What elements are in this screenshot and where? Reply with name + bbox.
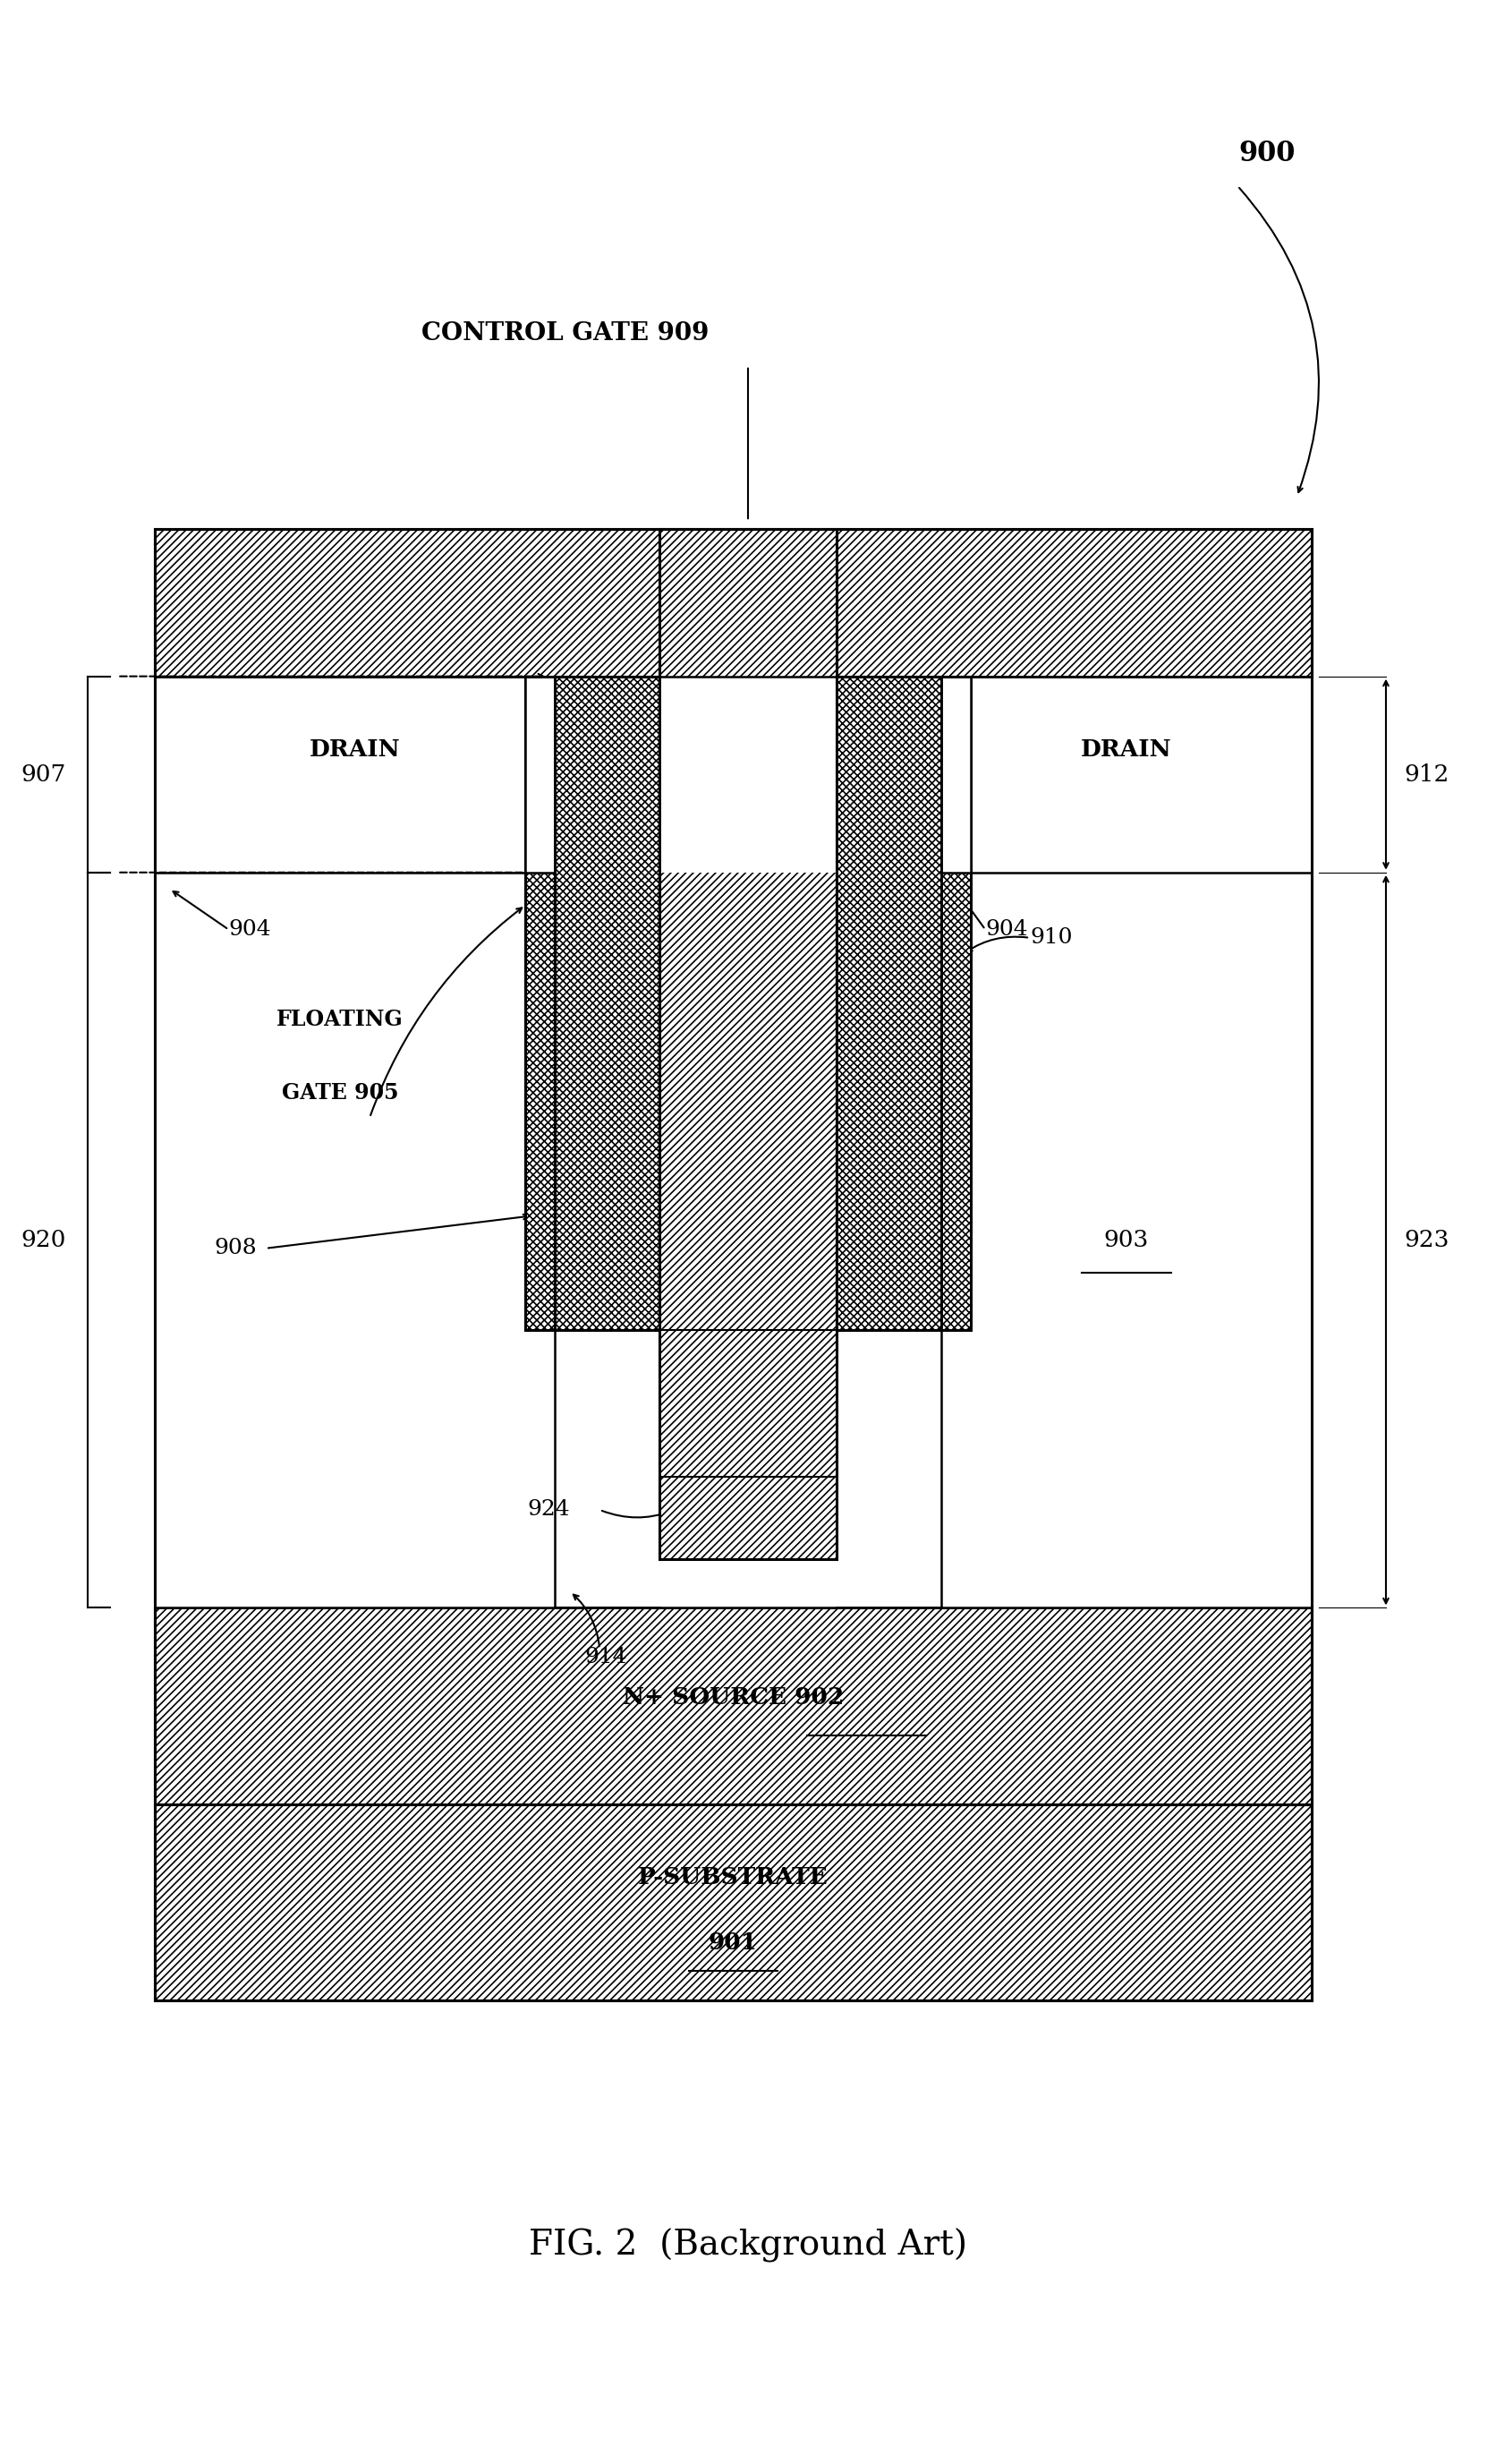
Bar	[525, 675, 658, 1331]
Bar	[658, 530, 838, 1560]
Text: GATE 905: GATE 905	[281, 1082, 398, 1104]
Bar	[154, 1804, 1312, 2001]
Text: N+ SOURCE 902: N+ SOURCE 902	[622, 1688, 844, 1710]
Text: 910: 910	[1029, 926, 1073, 949]
Text: 921: 921	[727, 993, 769, 1013]
Text: FIG. 2  (Background Art): FIG. 2 (Background Art)	[528, 2227, 968, 2262]
Text: 923: 923	[1403, 1230, 1450, 1252]
Bar	[525, 675, 658, 1331]
Text: 904: 904	[229, 919, 271, 939]
Bar	[658, 675, 838, 872]
Text: 920: 920	[21, 1230, 66, 1252]
Text: 901: 901	[709, 1932, 758, 1954]
Text: 904: 904	[986, 919, 1028, 939]
Text: 912: 912	[1403, 764, 1448, 786]
Text: CONTROL GATE 909: CONTROL GATE 909	[422, 320, 709, 345]
Text: 903: 903	[1104, 1230, 1149, 1252]
Bar	[154, 530, 1312, 2001]
Bar	[154, 872, 1312, 1609]
Text: P-SUBSTRATE: P-SUBSTRATE	[637, 1865, 829, 1890]
Text: 908: 908	[214, 1237, 256, 1259]
Text: 922: 922	[729, 1508, 767, 1528]
Text: 924: 924	[528, 1501, 570, 1520]
Bar	[941, 675, 971, 872]
Text: 907: 907	[21, 764, 66, 786]
Bar	[154, 1609, 1312, 1804]
Bar	[941, 675, 1312, 872]
Text: 914: 914	[585, 1646, 627, 1668]
Bar	[154, 675, 555, 872]
Bar	[941, 675, 971, 1331]
Text: 900: 900	[1239, 140, 1296, 168]
Text: DRAIN: DRAIN	[310, 739, 401, 761]
Text: FLOATING: FLOATING	[277, 1008, 404, 1030]
Bar	[525, 675, 555, 1331]
Text: DRAIN: DRAIN	[1080, 739, 1171, 761]
Bar	[525, 675, 555, 872]
Bar	[154, 530, 1312, 675]
Bar	[838, 675, 971, 1331]
Bar	[838, 675, 971, 1331]
